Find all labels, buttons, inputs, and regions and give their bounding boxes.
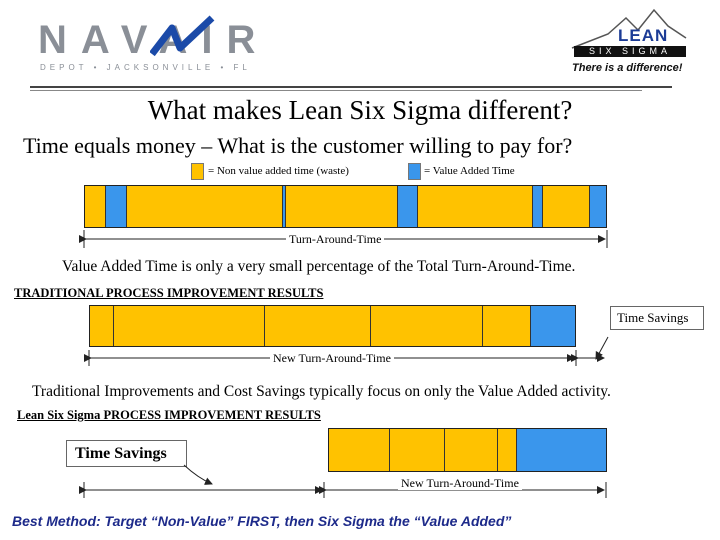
new-turn-around-time-label-lean: New Turn-Around-Time (398, 476, 522, 490)
non-value-segment (371, 306, 483, 346)
non-value-segment (126, 186, 283, 227)
non-value-segment (114, 306, 265, 346)
non-value-segment (85, 186, 106, 227)
legend-label-value: = Value Added Time (424, 165, 515, 177)
non-value-segment (329, 429, 390, 471)
non-value-segment (389, 429, 446, 471)
lean-six-sigma-logo: LEAN SIX SIGMA (568, 8, 690, 60)
time-savings-callout: Time Savings (610, 306, 704, 330)
non-value-segment (482, 306, 532, 346)
value-added-statement: Value Added Time is only a very small pe… (62, 258, 576, 275)
best-method-statement: Best Method: Target “Non-Value” FIRST, t… (12, 513, 512, 529)
navair-wordmark: NAVAIR (38, 18, 270, 62)
lean-six-sigma-bar (328, 428, 607, 472)
turn-around-time-label: Turn-Around-Time (286, 232, 385, 246)
traditional-focus-statement: Traditional Improvements and Cost Saving… (32, 383, 611, 400)
lean-logo-bottom: SIX SIGMA (574, 46, 686, 57)
time-savings-callout-lean: Time Savings (66, 440, 187, 467)
non-value-segment (90, 306, 115, 346)
value-added-segment (532, 186, 544, 227)
non-value-segment (418, 186, 533, 227)
non-value-segment (497, 429, 518, 471)
non-value-segment (264, 306, 372, 346)
subtitle: Time equals money – What is the customer… (23, 133, 573, 158)
page-title: What makes Lean Six Sigma different? (147, 95, 573, 125)
header-divider (30, 86, 672, 88)
new-turn-around-time-label: New Turn-Around-Time (270, 351, 394, 365)
non-value-segment (445, 429, 498, 471)
traditional-bar (89, 305, 576, 347)
turn-around-time-bar (84, 185, 607, 228)
legend-swatch-value (408, 163, 421, 180)
navair-subtext: DEPOT • JACKSONVILLE • FL (40, 63, 251, 72)
value-added-segment (517, 429, 606, 471)
value-added-segment (590, 186, 606, 227)
non-value-segment (285, 186, 398, 227)
value-added-segment (105, 186, 127, 227)
navair-swoosh-icon (150, 15, 215, 57)
lean-results-heading: Lean Six Sigma PROCESS IMPROVEMENT RESUL… (17, 408, 321, 422)
value-added-segment (531, 306, 575, 346)
legend-label-non-value: = Non value added time (waste) (208, 165, 349, 177)
non-value-segment (543, 186, 591, 227)
lean-logo-top: LEAN (618, 26, 669, 45)
navair-logo: NAVAIR (38, 18, 269, 62)
tagline: There is a difference! (572, 62, 683, 74)
value-added-segment (282, 186, 286, 227)
mountain-icon (571, 8, 687, 49)
traditional-results-heading: TRADITIONAL PROCESS IMPROVEMENT RESULTS (14, 286, 324, 300)
value-added-segment (397, 186, 419, 227)
header-divider-thin (30, 90, 642, 91)
legend-swatch-non-value (191, 163, 204, 180)
